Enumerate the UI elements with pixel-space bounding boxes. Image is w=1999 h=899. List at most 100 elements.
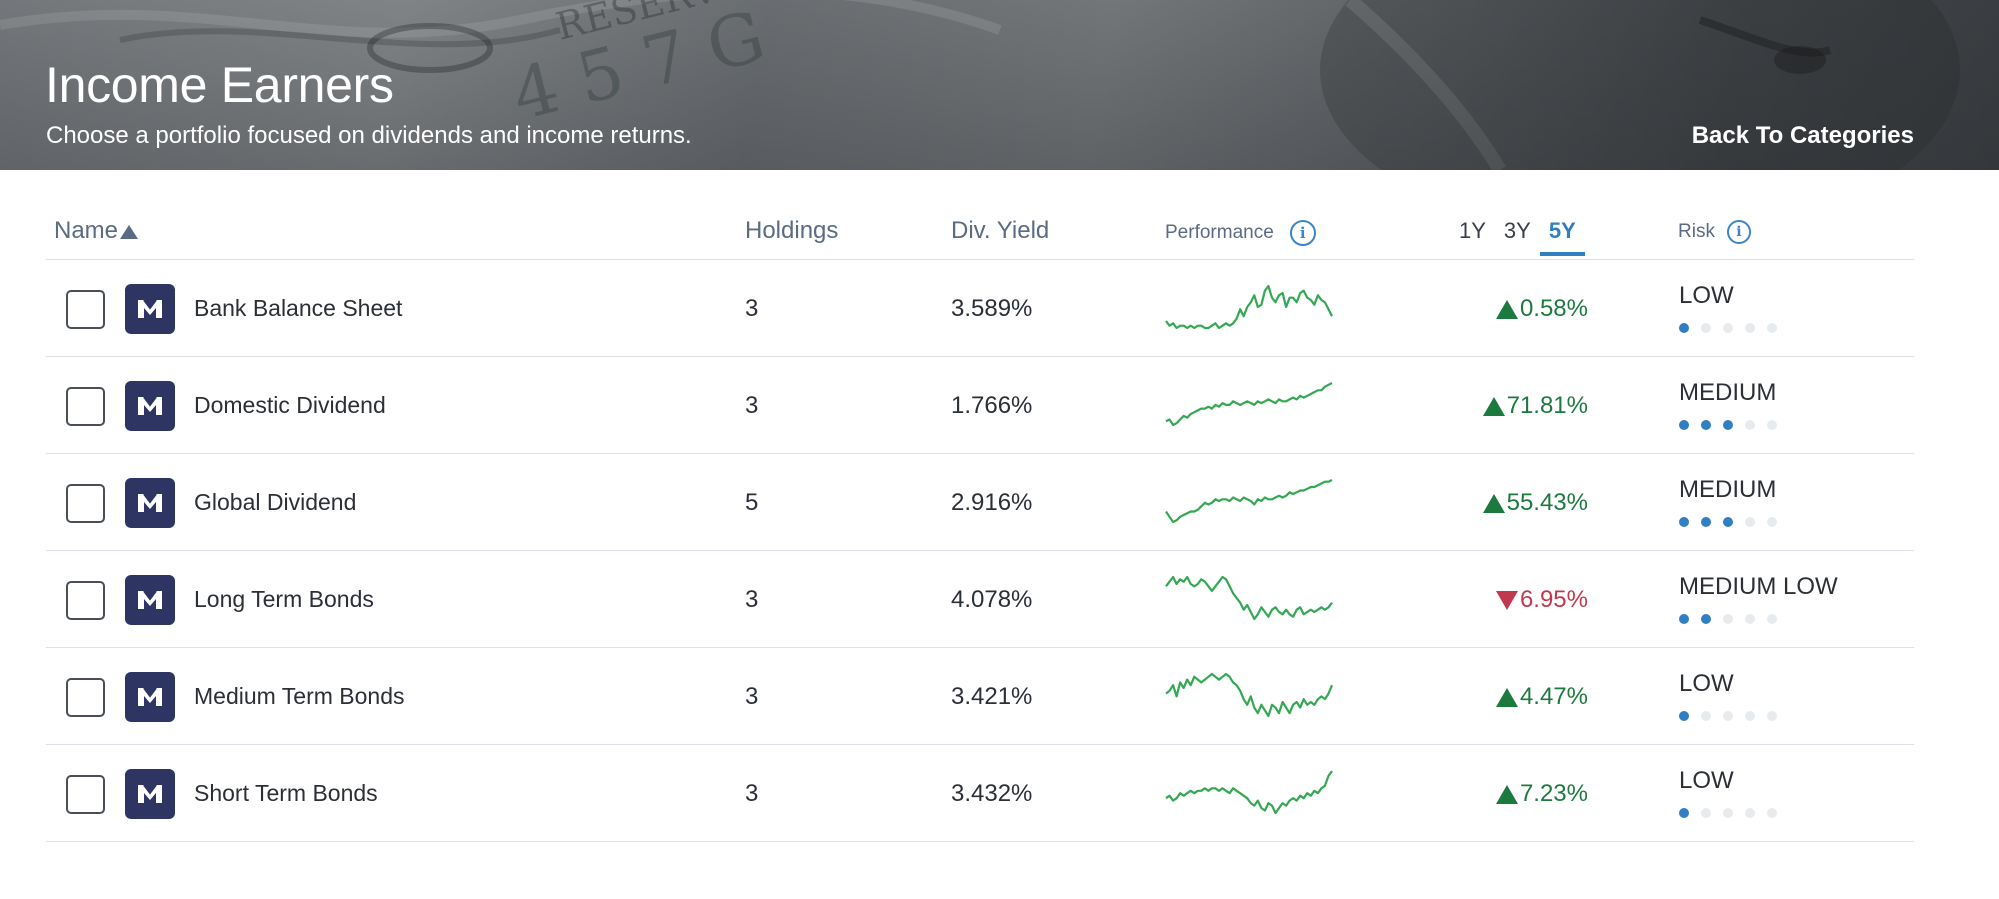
table-row[interactable]: Domestic Dividend 3 1.766% 71.81% MEDIUM (46, 357, 1914, 454)
risk-dot (1745, 323, 1755, 333)
risk-dot (1701, 517, 1711, 527)
table-row[interactable]: Long Term Bonds 3 4.078% 6.95% MEDIUM LOW (46, 551, 1914, 648)
div-yield-value: 3.421% (951, 683, 1033, 710)
portfolio-name[interactable]: Short Term Bonds (194, 780, 378, 806)
risk-label: MEDIUM (1679, 476, 1777, 503)
page-title: Income Earners (45, 57, 394, 113)
row-select-checkbox[interactable] (66, 484, 105, 523)
risk-label: LOW (1679, 767, 1734, 794)
risk-dot (1723, 323, 1733, 333)
sparkline-path (1165, 284, 1333, 330)
page-subtitle: Choose a portfolio focused on dividends … (46, 122, 692, 149)
arrow-up-icon (1495, 299, 1518, 319)
period-tab-3y[interactable]: 3Y (1503, 218, 1531, 243)
holdings-value: 3 (745, 295, 759, 322)
performance-sparkline (1165, 382, 1333, 427)
risk-dot (1723, 808, 1733, 818)
portfolio-name[interactable]: Medium Term Bonds (194, 683, 405, 709)
div-yield-value: 2.916% (951, 489, 1033, 516)
table-body: Bank Balance Sheet 3 3.589% 0.58% LOW Domesti… (46, 260, 1914, 842)
risk-dot (1679, 711, 1689, 721)
period-tab-1y[interactable]: 1Y (1459, 218, 1486, 243)
risk-label: MEDIUM LOW (1679, 573, 1838, 600)
portfolio-name[interactable]: Long Term Bonds (194, 586, 374, 612)
row-select-checkbox[interactable] (66, 290, 105, 329)
risk-level-indicator (1679, 517, 1789, 527)
div-yield-value: 3.589% (951, 295, 1033, 322)
risk-dot (1679, 420, 1689, 430)
column-header-name-label: Name (54, 217, 119, 244)
column-header-name[interactable]: Name (54, 217, 139, 245)
column-header-performance: Performance i (1165, 220, 1316, 246)
table-row[interactable]: Short Term Bonds 3 3.432% 7.23% LOW (46, 745, 1914, 842)
div-yield-value: 3.432% (951, 780, 1033, 807)
risk-dot (1767, 323, 1777, 333)
table-row[interactable]: Medium Term Bonds 3 3.421% 4.47% LOW (46, 648, 1914, 745)
risk-dot (1679, 808, 1689, 818)
column-header-div-yield[interactable]: Div. Yield (951, 217, 1050, 244)
column-header-risk: Risk i (1678, 220, 1751, 244)
performance-change: 7.23% (1495, 780, 1588, 808)
portfolio-logo-icon (125, 381, 175, 431)
holdings-value: 3 (745, 683, 759, 710)
div-yield-value: 1.766% (951, 392, 1033, 419)
sparkline-path (1165, 575, 1333, 621)
risk-info-icon[interactable]: i (1726, 220, 1751, 244)
performance-change: 55.43% (1482, 489, 1588, 517)
row-select-checkbox[interactable] (66, 775, 105, 814)
risk-dot (1745, 517, 1755, 527)
portfolio-logo-icon (125, 478, 175, 528)
column-header-holdings[interactable]: Holdings (745, 217, 839, 244)
portfolio-name[interactable]: Global Dividend (194, 489, 357, 515)
risk-dot (1723, 614, 1733, 624)
period-tabs: 1Y 3Y 5Y (1450, 208, 1585, 256)
performance-sparkline (1165, 672, 1334, 718)
performance-change: 0.58% (1495, 295, 1588, 323)
performance-change: 71.81% (1482, 392, 1588, 420)
arrow-up-icon (1495, 687, 1518, 707)
risk-level-indicator (1679, 711, 1789, 721)
performance-sparkline (1165, 284, 1333, 330)
performance-sparkline (1165, 575, 1333, 621)
div-yield-value: 4.078% (951, 586, 1033, 613)
banknote-background-image: 4 5 7 G RESERVE NO (0, 0, 1960, 170)
risk-dot (1767, 517, 1777, 527)
row-select-checkbox[interactable] (66, 387, 105, 426)
performance-change: 6.95% (1495, 586, 1588, 614)
risk-dot (1767, 808, 1777, 818)
risk-level-indicator (1679, 614, 1789, 624)
performance-info-icon[interactable]: i (1289, 220, 1316, 246)
arrow-up-icon (1495, 784, 1518, 804)
risk-dot (1679, 614, 1689, 624)
portfolio-logo-icon (125, 769, 175, 819)
table-row[interactable]: Bank Balance Sheet 3 3.589% 0.58% LOW (46, 260, 1914, 357)
row-select-checkbox[interactable] (66, 678, 105, 717)
portfolio-name[interactable]: Domestic Dividend (194, 392, 386, 418)
table-row[interactable]: Global Dividend 5 2.916% 55.43% MEDIUM (46, 454, 1914, 551)
portfolio-logo-icon (125, 284, 175, 334)
risk-dot (1745, 614, 1755, 624)
risk-dot (1723, 420, 1733, 430)
risk-dot (1679, 517, 1689, 527)
performance-change-value: 71.81% (1506, 392, 1588, 419)
back-to-categories-link[interactable]: Back To Categories (1691, 122, 1914, 149)
risk-dot (1767, 420, 1777, 430)
holdings-value: 3 (745, 780, 759, 807)
sparkline-path (1165, 479, 1333, 524)
risk-dot (1701, 614, 1711, 624)
risk-dot (1679, 323, 1689, 333)
holdings-value: 3 (745, 586, 759, 613)
period-tab-5y[interactable]: 5Y (1539, 208, 1585, 256)
performance-sparkline (1165, 770, 1333, 815)
risk-dot (1767, 614, 1777, 624)
risk-dot (1745, 808, 1755, 818)
arrow-down-icon (1495, 590, 1518, 610)
portfolio-name[interactable]: Bank Balance Sheet (194, 295, 403, 321)
performance-change-value: 7.23% (1519, 780, 1588, 807)
holdings-value: 5 (745, 489, 759, 516)
row-select-checkbox[interactable] (66, 581, 105, 620)
performance-change: 4.47% (1495, 683, 1588, 711)
performance-sparkline (1165, 479, 1333, 524)
sparkline-path (1165, 770, 1333, 815)
risk-level-indicator (1679, 808, 1789, 818)
